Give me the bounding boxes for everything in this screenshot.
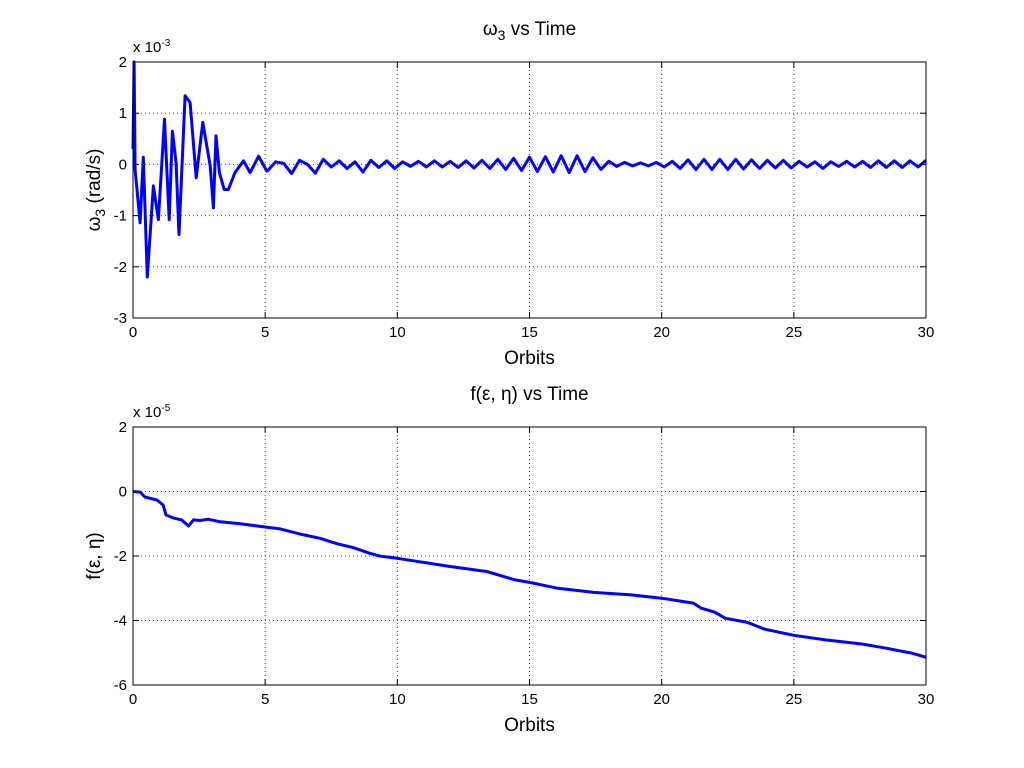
x-tick-label: 0 [129, 324, 137, 341]
y-tick-label: -1 [114, 208, 127, 225]
x-tick-label: 30 [918, 324, 935, 341]
exponent-label: x 10-5 [133, 403, 171, 421]
y-tick-label: -6 [114, 677, 127, 694]
y-tick-label: 0 [119, 156, 127, 173]
series-line-1 [131, 60, 927, 279]
y-tick-label: -4 [114, 613, 127, 630]
subplot-1: 0 5 10 15 20 25 30 -3 -2 -1 0 1 2 x 10-3 ω3 vs Time Orb… [84, 19, 934, 369]
y-tick-label: -2 [114, 548, 127, 565]
x-tick-label: 5 [261, 324, 269, 341]
y-tick-label: -3 [114, 310, 127, 327]
x-tick-label: 15 [521, 324, 538, 341]
axes-box [132, 426, 927, 686]
axes-box [132, 61, 927, 319]
y-tick-label: -2 [114, 259, 127, 276]
x-tick-label: 30 [918, 691, 935, 708]
x-axis-label: Orbits [504, 348, 555, 369]
x-axis-label: Orbits [504, 715, 555, 736]
series-line-1 [132, 490, 927, 659]
chart-title: ω3 vs Time [483, 19, 576, 43]
y-tick-label: 2 [119, 419, 127, 436]
x-tick-label: 10 [389, 691, 406, 708]
y-axis-label: ω3 (rad/s) [84, 149, 108, 232]
x-tick-label: 0 [129, 691, 137, 708]
x-tick-label: 10 [389, 324, 406, 341]
exponent-label: x 10-3 [133, 38, 171, 56]
y-tick-label: 1 [119, 105, 127, 122]
x-tick-label: 20 [653, 691, 670, 708]
subplot-2: 0 5 10 15 20 25 30 -6 -4 -2 0 2 x 10-5 f(ε, η) vs Tim… [84, 384, 934, 736]
x-tick-label: 5 [261, 691, 269, 708]
x-tick-label: 20 [653, 324, 670, 341]
y-tick-label: 0 [119, 484, 127, 501]
x-tick-label: 25 [785, 691, 802, 708]
y-axis-label: f(ε, η) [84, 532, 105, 580]
x-tick-label: 25 [785, 324, 802, 341]
x-tick-label: 15 [521, 691, 538, 708]
chart-title: f(ε, η) vs Time [470, 384, 588, 405]
y-tick-label: 2 [119, 54, 127, 71]
